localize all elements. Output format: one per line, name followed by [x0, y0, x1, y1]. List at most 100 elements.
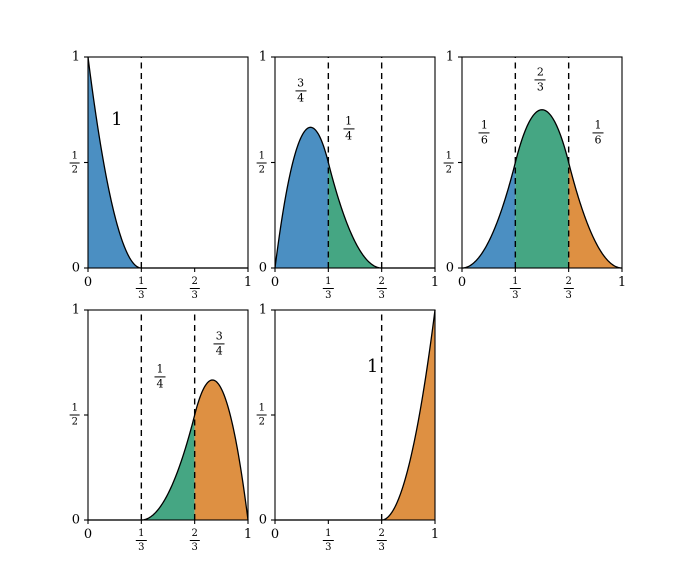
fraction-numerator: 3 — [295, 77, 307, 92]
x-tick-label: 0 — [271, 528, 279, 541]
fraction-denominator: 2 — [258, 416, 265, 428]
fraction-denominator: 3 — [191, 542, 198, 553]
fraction-denominator: 2 — [445, 164, 452, 175]
plain-label: 1 — [430, 527, 440, 542]
plain-label: 0 — [71, 512, 80, 528]
fraction-denominator: 4 — [297, 91, 305, 105]
fraction-numerator: 1 — [69, 402, 80, 416]
fraction-denominator: 3 — [565, 290, 572, 301]
y-tick-label: 0 — [72, 514, 80, 527]
y-tick-label: 1 — [72, 51, 80, 64]
region-probability-label: 1 — [111, 111, 122, 129]
fraction-numerator: 1 — [69, 150, 80, 163]
y-tick-label: 0 — [446, 262, 454, 275]
fraction-numerator: 1 — [478, 119, 490, 134]
x-tick-label: 1 — [431, 276, 439, 289]
plain-label: 1 — [71, 49, 80, 65]
y-tick-label: 1 — [446, 51, 454, 64]
fraction-denominator: 3 — [512, 290, 519, 301]
fraction-denominator: 3 — [191, 290, 198, 301]
fraction-denominator: 3 — [378, 542, 385, 553]
x-tick-label: 0 — [84, 528, 92, 541]
fraction-numerator: 1 — [136, 528, 147, 541]
y-tick-label: 0 — [72, 262, 80, 275]
x-tick-label: 0 — [84, 276, 92, 289]
plain-label: 0 — [445, 260, 454, 276]
region-probability-label: 1 — [367, 357, 378, 376]
subplot-4 — [271, 309, 436, 524]
region-fill — [568, 162, 622, 268]
plain-label: 1 — [430, 275, 440, 290]
fraction-denominator: 3 — [138, 290, 145, 301]
region-fill — [328, 162, 382, 268]
plain-label: 0 — [71, 260, 80, 276]
fraction-numerator: 1 — [256, 150, 267, 163]
fraction-denominator: 3 — [536, 80, 544, 94]
fraction-numerator: 1 — [256, 402, 267, 416]
plain-label: 1 — [445, 49, 454, 65]
fraction-denominator: 3 — [138, 542, 145, 553]
x-tick-label: 1 — [618, 276, 626, 289]
subplot-3 — [84, 309, 249, 524]
fraction-denominator: 3 — [325, 542, 332, 553]
x-tick-label: 0 — [458, 276, 466, 289]
fraction-numerator: 1 — [323, 276, 334, 289]
fraction-denominator: 2 — [71, 164, 78, 175]
fraction-numerator: 1 — [343, 115, 355, 130]
x-tick-label: 1 — [244, 276, 252, 289]
y-tick-label: 1 — [259, 51, 267, 64]
plain-label: 0 — [83, 527, 93, 542]
region-fill — [462, 162, 516, 268]
region-fill — [88, 57, 142, 268]
fraction-denominator: 6 — [594, 133, 602, 147]
plain-label: 1 — [243, 527, 253, 542]
curve-path — [461, 109, 623, 269]
fraction-numerator: 1 — [154, 363, 166, 378]
fraction-denominator: 2 — [71, 416, 78, 428]
plain-label: 0 — [258, 512, 267, 528]
plain-label: 1 — [111, 109, 123, 131]
region-fill — [515, 109, 569, 268]
fraction-numerator: 2 — [563, 276, 574, 289]
fraction-numerator: 1 — [510, 276, 521, 289]
subplot-0 — [84, 56, 249, 272]
fraction-numerator: 1 — [443, 150, 454, 163]
y-tick-label: 1 — [72, 304, 80, 317]
fraction-numerator: 1 — [323, 528, 334, 541]
y-tick-label: 0 — [259, 514, 267, 527]
